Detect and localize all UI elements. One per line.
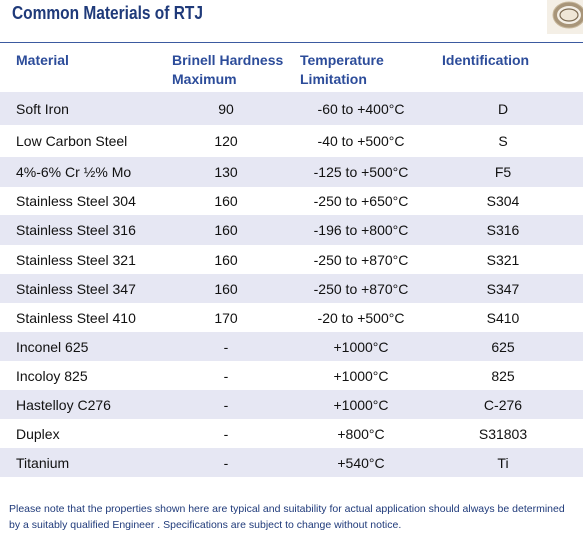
identification-cell: F5 <box>494 164 512 180</box>
material-cell: Low Carbon Steel <box>16 133 128 149</box>
table-row: Low Carbon Steel 120 -40 to +500°C S <box>0 125 583 157</box>
table-row: Titanium - +540°C Ti <box>0 448 583 477</box>
column-header-material: Material <box>16 52 69 68</box>
hardness-cell: 160 <box>214 251 238 268</box>
table-row: Stainless Steel 321 160 -250 to +870°C S321 <box>0 245 583 274</box>
hardness-cell: 120 <box>214 133 238 149</box>
table-row: Stainless Steel 410 170 -20 to +500°C S410 <box>0 303 583 332</box>
identification-cell: D <box>497 100 509 117</box>
material-cell: Stainless Steel 321 <box>16 251 136 268</box>
temperature-cell: -125 to +500°C <box>313 164 409 180</box>
table-header: Material Brinell Hardness Maximum Temper… <box>0 42 583 93</box>
temperature-cell: -250 to +870°C <box>313 280 409 297</box>
material-cell: Duplex <box>16 425 60 442</box>
temperature-cell: +1000°C <box>333 338 389 355</box>
hardness-cell: 130 <box>214 164 238 180</box>
temperature-cell: +540°C <box>337 454 385 471</box>
table-row: Hastelloy C276 - +1000°C C-276 <box>0 390 583 419</box>
temperature-cell: -60 to +400°C <box>317 100 405 117</box>
page-title: Common Materials of RTJ <box>12 3 203 23</box>
table-row: Duplex - +800°C S31803 <box>0 419 583 448</box>
material-cell: Titanium <box>16 454 70 471</box>
hardness-cell: 90 <box>218 100 234 117</box>
identification-cell: Ti <box>497 454 509 471</box>
identification-cell: S321 <box>486 251 520 268</box>
identification-cell: S304 <box>486 193 520 209</box>
table-row: Inconel 625 - +1000°C 625 <box>0 332 583 361</box>
hardness-cell: - <box>223 425 229 442</box>
material-cell: Incoloy 825 <box>16 367 88 384</box>
material-cell: Stainless Steel 410 <box>16 309 136 326</box>
hardness-cell: - <box>223 454 229 471</box>
temperature-cell: +1000°C <box>333 367 389 384</box>
table-row: Soft Iron 90 -60 to +400°C D <box>0 92 583 125</box>
hardness-cell: - <box>223 396 229 413</box>
material-cell: Hastelloy C276 <box>16 396 111 413</box>
temperature-cell: -250 to +870°C <box>313 251 409 268</box>
hardness-cell: 160 <box>214 280 238 297</box>
identification-cell: C-276 <box>483 396 523 413</box>
identification-cell: S347 <box>486 280 520 297</box>
identification-cell: S <box>498 133 508 149</box>
column-header-hardness: Brinell Hardness Maximum <box>172 52 284 87</box>
temperature-cell: -20 to +500°C <box>317 309 405 326</box>
materials-table-body: Soft Iron 90 -60 to +400°C D Low Carbon Stee… <box>0 92 583 477</box>
hardness-cell: 170 <box>214 309 238 326</box>
hardness-cell: 160 <box>214 193 238 209</box>
identification-cell: S31803 <box>478 425 528 442</box>
identification-cell: 625 <box>491 338 515 355</box>
hardness-cell: - <box>223 367 229 384</box>
temperature-cell: +800°C <box>337 425 385 442</box>
column-header-identification: Identification <box>442 52 530 68</box>
temperature-cell: -196 to +800°C <box>313 222 409 238</box>
material-cell: Stainless Steel 347 <box>16 280 136 297</box>
material-cell: Soft Iron <box>16 100 69 117</box>
table-row: Stainless Steel 304 160 -250 to +650°C S304 <box>0 187 583 215</box>
temperature-cell: +1000°C <box>333 396 389 413</box>
hardness-cell: - <box>223 338 229 355</box>
table-row: Stainless Steel 316 160 -196 to +800°C S316 <box>0 215 583 245</box>
disclaimer-note: Please note that the properties shown he… <box>9 503 565 531</box>
hardness-cell: 160 <box>214 222 238 238</box>
identification-cell: S316 <box>486 222 520 238</box>
temperature-cell: -250 to +650°C <box>313 193 409 209</box>
identification-cell: S410 <box>486 309 520 326</box>
table-row: Incoloy 825 - +1000°C 825 <box>0 361 583 390</box>
material-cell: Inconel 625 <box>16 338 89 355</box>
table-row: 4%-6% Cr ½% Mo 130 -125 to +500°C F5 <box>0 157 583 187</box>
material-cell: Stainless Steel 304 <box>16 193 136 209</box>
rtj-gasket-ring-icon <box>547 0 583 34</box>
material-cell: Stainless Steel 316 <box>16 222 136 238</box>
material-cell: 4%-6% Cr ½% Mo <box>16 164 132 180</box>
temperature-cell: -40 to +500°C <box>317 133 405 149</box>
column-header-temperature: Temperature Limitation <box>300 52 384 87</box>
identification-cell: 825 <box>491 367 515 384</box>
table-row: Stainless Steel 347 160 -250 to +870°C S347 <box>0 274 583 303</box>
